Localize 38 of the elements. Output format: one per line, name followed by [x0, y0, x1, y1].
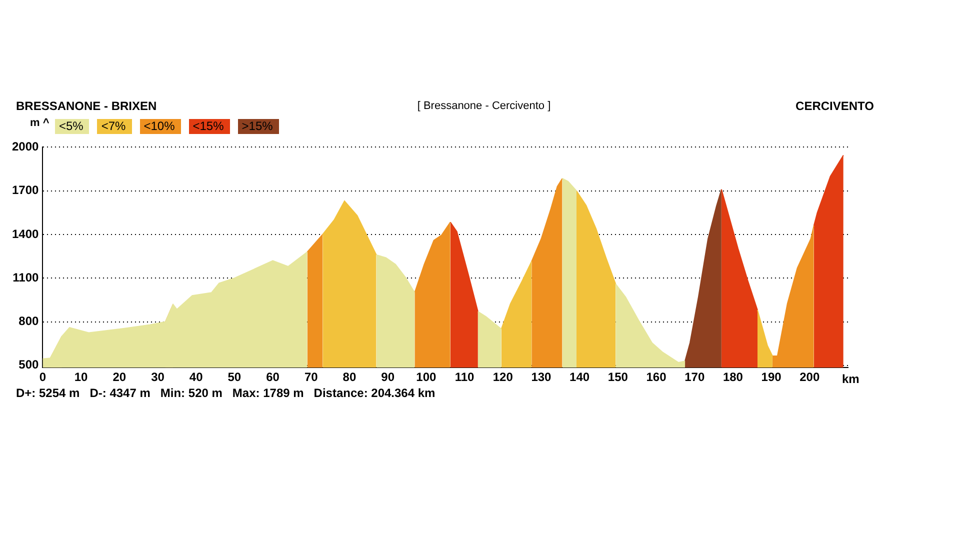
- y-tick-label: 800: [18, 314, 40, 328]
- x-tick-label: 0: [39, 370, 46, 384]
- x-tick-label: 180: [722, 370, 744, 384]
- x-tick-label: 140: [570, 370, 590, 384]
- x-tick-label: 200: [800, 370, 820, 384]
- x-tick-label: 90: [381, 370, 395, 384]
- x-tick-label: 70: [304, 370, 318, 384]
- x-tick-label: 150: [608, 370, 628, 384]
- y-tick-label: 1100: [12, 270, 40, 284]
- x-tick-label: 80: [342, 370, 356, 384]
- x-tick-label: 120: [492, 370, 514, 384]
- x-tick-label: 130: [531, 370, 552, 384]
- x-tick-label: 170: [684, 370, 705, 384]
- x-tick-label: 30: [151, 370, 165, 384]
- text: <10%: [140, 119, 181, 134]
- text: BRESSANONE - BRIXEN: [16, 99, 157, 113]
- y-tick-label: 1700: [12, 183, 40, 198]
- x-tick-label: 60: [266, 370, 280, 384]
- text: CERCIVENTO: [796, 99, 874, 113]
- x-tick-label: 20: [112, 370, 126, 384]
- chart-title: [ Bressanone - Cercivento ]: [417, 100, 551, 112]
- x-tick-label: 100: [416, 370, 437, 384]
- text: <15%: [188, 119, 230, 134]
- x-tick-label: 110: [454, 370, 475, 384]
- y-tick-label: 500: [18, 358, 40, 372]
- text: >15%: [238, 119, 279, 134]
- y-axis-title: m ^: [30, 117, 50, 129]
- x-axis-title: km: [842, 372, 860, 386]
- text: D+: 5254 m D-: 4347 m Min: 520 m Max: 1789 m Distance: 204.364 km: [16, 386, 436, 400]
- y-tick-label: 1400: [12, 226, 40, 241]
- x-tick-label: 190: [761, 370, 782, 384]
- text: <5%: [55, 119, 90, 134]
- text: <7%: [97, 119, 132, 134]
- x-tick-label: 50: [228, 370, 242, 384]
- x-tick-label: 40: [189, 370, 204, 384]
- y-tick-label: 2000: [12, 140, 40, 154]
- x-tick-label: 10: [74, 370, 88, 384]
- x-tick-label: 160: [646, 370, 667, 384]
